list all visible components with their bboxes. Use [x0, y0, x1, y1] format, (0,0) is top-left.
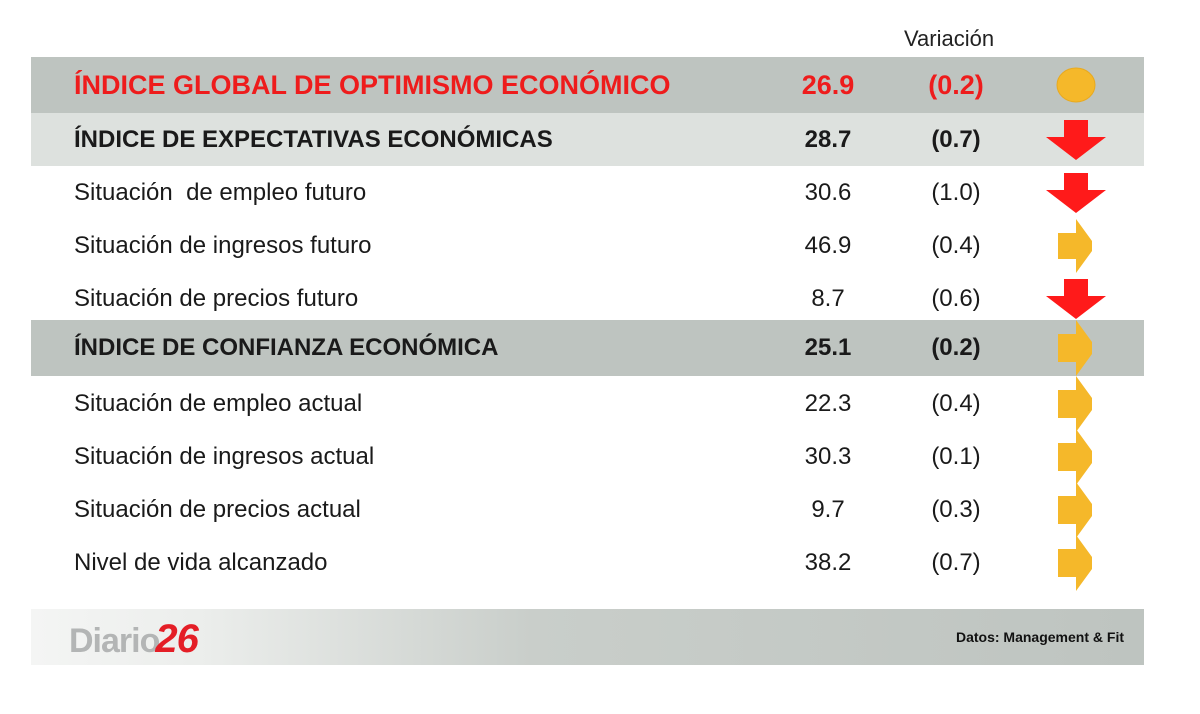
right-arrow-icon [1036, 428, 1116, 485]
table-row: Situación de ingresos futuro 46.9 (0.4) [31, 218, 1144, 273]
row-label: Nivel de vida alcanzado [74, 548, 328, 576]
right-arrow-icon [1036, 534, 1116, 591]
table-row: Nivel de vida alcanzado 38.2 (0.7) [31, 534, 1144, 591]
row-confidence-index: ÍNDICE DE CONFIANZA ECONÓMICA 25.1 (0.2) [31, 320, 1144, 376]
row-label: Situación de precios actual [74, 495, 361, 523]
row-label: ÍNDICE GLOBAL DE OPTIMISMO ECONÓMICO [74, 69, 671, 100]
row-label: Situación de ingresos actual [74, 442, 375, 470]
row-value: 9.7 [811, 495, 845, 523]
right-arrow-icon [1036, 218, 1116, 273]
down-arrow-icon [1036, 166, 1116, 219]
row-label: Situación de empleo futuro [74, 178, 367, 206]
logo-number: 26 [155, 617, 198, 661]
variation-column-header: Variación [904, 26, 995, 51]
row-value: 8.7 [811, 284, 845, 312]
row-variation: (0.2) [931, 334, 981, 361]
table-row: Situación de empleo actual 22.3 (0.4) [31, 375, 1144, 432]
row-variation: (0.6) [931, 284, 981, 312]
table-row: Situación de precios actual 9.7 (0.3) [31, 481, 1144, 538]
row-value: 46.9 [804, 231, 852, 259]
right-arrow-icon [1036, 375, 1116, 432]
diario26-logo: Diario26 [69, 617, 199, 662]
row-value: 22.3 [804, 389, 852, 417]
logo-text: Diario [69, 622, 160, 660]
data-source: Datos: Management & Fit [955, 629, 1124, 645]
row-label: ÍNDICE DE CONFIANZA ECONÓMICA [74, 334, 499, 361]
row-variation: (1.0) [931, 178, 981, 206]
table-row: Situación de ingresos actual 30.3 (0.1) [31, 428, 1144, 485]
down-arrow-icon [1036, 113, 1116, 166]
row-variation: (0.7) [931, 125, 981, 153]
right-arrow-icon [1036, 320, 1116, 376]
row-variation: (0.4) [931, 389, 981, 417]
table-row: Situación de precios futuro 8.7 (0.6) [31, 272, 1144, 325]
row-variation: (0.4) [931, 231, 981, 259]
neutral-circle-icon [1036, 57, 1116, 113]
row-label: Situación de ingresos futuro [74, 231, 372, 259]
footer-band: Diario26 Datos: Management & Fit [31, 609, 1144, 665]
row-variation: (0.1) [931, 442, 981, 470]
row-expectations-index: ÍNDICE DE EXPECTATIVAS ECONÓMICAS 28.7 (… [31, 113, 1144, 166]
row-variation: (0.3) [931, 495, 981, 523]
right-arrow-icon [1036, 481, 1116, 538]
row-value: 30.3 [804, 442, 852, 470]
down-arrow-icon [1036, 272, 1116, 325]
row-value: 25.1 [804, 334, 852, 361]
row-variation: (0.2) [928, 69, 984, 100]
row-label: Situación de precios futuro [74, 284, 359, 312]
table-row: Situación de empleo futuro 30.6 (1.0) [31, 166, 1144, 219]
row-value: 30.6 [804, 178, 852, 206]
row-value: 38.2 [804, 548, 852, 576]
row-label: ÍNDICE DE EXPECTATIVAS ECONÓMICAS [74, 125, 553, 153]
row-value: 28.7 [804, 125, 852, 153]
row-label: Situación de empleo actual [74, 389, 363, 417]
row-global-index: ÍNDICE GLOBAL DE OPTIMISMO ECONÓMICO 26.… [31, 57, 1144, 113]
row-variation: (0.7) [931, 548, 981, 576]
row-value: 26.9 [801, 69, 855, 100]
